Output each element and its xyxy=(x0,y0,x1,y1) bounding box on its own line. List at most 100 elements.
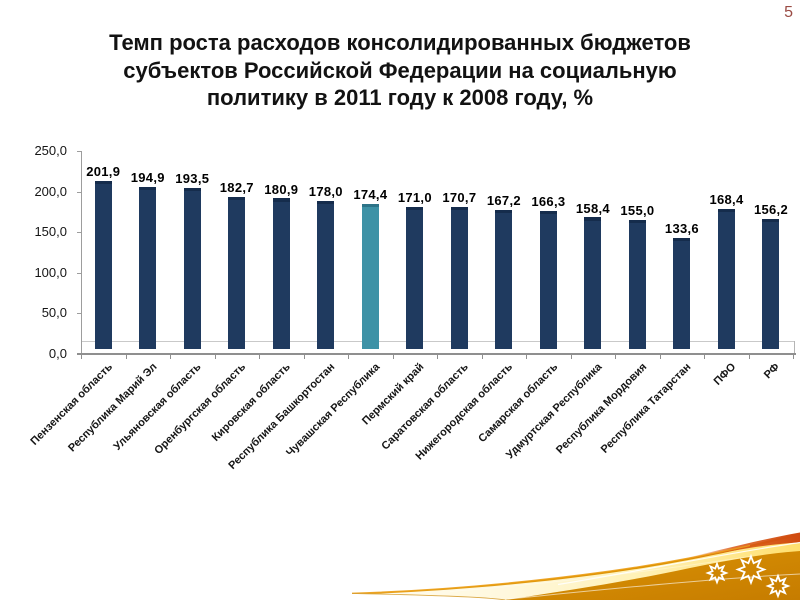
bar-value-label: 171,0 xyxy=(397,190,432,206)
y-axis-tick xyxy=(76,313,81,315)
wave-tail-edge xyxy=(351,592,506,600)
bar-value-label: 178,0 xyxy=(308,184,343,200)
x-axis-tick xyxy=(615,354,617,359)
bar-value-label: 155,0 xyxy=(620,203,655,219)
slide-title-line-1: Темп роста расходов консолидированных бю… xyxy=(109,30,691,55)
x-axis-tick xyxy=(481,354,483,359)
bar-value-label: 174,4 xyxy=(353,187,388,203)
bar xyxy=(762,218,780,350)
bar-value-label: 158,4 xyxy=(575,200,610,216)
bar xyxy=(139,186,157,350)
decorative-gold-wave xyxy=(351,532,800,600)
bar-value-label: 194,9 xyxy=(130,170,165,186)
wave-amber xyxy=(505,551,800,600)
bar-top-cap xyxy=(584,217,602,221)
bar-top-cap xyxy=(94,180,112,185)
x-axis-tick xyxy=(170,354,172,359)
bar xyxy=(539,210,557,350)
bar-value-label: 133,6 xyxy=(664,221,699,237)
bar xyxy=(361,203,379,350)
y-axis-tick xyxy=(76,191,81,193)
category-label: Республика Марий Эл xyxy=(65,361,160,455)
wave-hairline-2 xyxy=(507,573,800,600)
bar-top-cap xyxy=(539,210,557,215)
y-axis-label: 100,0 xyxy=(34,264,67,280)
bar-value-label: 168,4 xyxy=(709,192,744,208)
bar-top-cap xyxy=(272,198,290,202)
category-label: Кировская область xyxy=(209,361,293,444)
bar-top-cap xyxy=(673,237,691,242)
plot-right-border xyxy=(793,340,795,354)
stars-group xyxy=(705,553,791,599)
category-label: Самарская область xyxy=(475,361,560,446)
star-icon xyxy=(705,561,729,585)
y-axis-label: 250,0 xyxy=(34,143,67,159)
x-axis-tick xyxy=(437,354,439,359)
bar-top-cap xyxy=(406,206,424,211)
x-axis-tick xyxy=(570,354,572,359)
bar-value-label: 167,2 xyxy=(486,193,521,209)
y-axis-line xyxy=(81,150,82,355)
x-axis-tick xyxy=(704,354,706,359)
x-axis-tick xyxy=(526,354,528,359)
page-number: 5 xyxy=(784,4,793,21)
y-axis-label: 50,0 xyxy=(41,305,67,321)
category-label: Пензенская область xyxy=(28,361,115,448)
wave-red-streak xyxy=(678,532,800,560)
bar xyxy=(628,219,646,350)
y-axis-tick xyxy=(76,272,81,274)
x-axis-tick xyxy=(125,354,127,359)
bar-top-cap xyxy=(361,203,379,208)
y-axis-tick xyxy=(76,232,81,234)
bar xyxy=(183,187,201,350)
bar-value-label: 180,9 xyxy=(264,181,299,197)
bar xyxy=(272,198,290,350)
wave-hairline-1 xyxy=(557,541,800,586)
bar-top-cap xyxy=(450,206,468,211)
bar xyxy=(406,206,424,350)
bar-top-cap xyxy=(228,196,246,201)
x-axis-tick xyxy=(303,354,305,359)
y-axis-label: 200,0 xyxy=(34,183,67,199)
bar xyxy=(94,180,112,350)
slide-title-line-2: субъектов Российской Федерации на социал… xyxy=(123,57,677,83)
bar xyxy=(450,206,468,350)
y-axis-tick xyxy=(76,151,81,153)
bar-top-cap xyxy=(139,186,157,191)
bar xyxy=(673,237,691,350)
bar xyxy=(584,217,602,350)
bar-top-cap xyxy=(762,218,780,223)
bar-top-cap xyxy=(628,219,646,224)
slide-title-line-3: политику в 2011 году к 2008 году, % xyxy=(206,85,594,110)
bar xyxy=(717,208,735,350)
wave-hairline-3 xyxy=(449,556,751,592)
x-axis-tick xyxy=(214,354,216,359)
bar xyxy=(495,209,513,350)
category-label: Оренбургская область xyxy=(152,361,249,457)
category-label: Республика Мордовия xyxy=(553,361,649,457)
wave-top-rim xyxy=(351,544,751,594)
bar-top-cap xyxy=(317,200,335,205)
bar-top-cap xyxy=(495,209,513,214)
bar-value-label: 182,7 xyxy=(219,180,254,196)
x-axis-tick xyxy=(348,354,350,359)
x-axis-tick xyxy=(259,354,261,359)
bar-value-label: 201,9 xyxy=(86,164,121,180)
bar-value-label: 170,7 xyxy=(442,190,477,206)
x-axis-tick xyxy=(793,354,795,359)
bar-value-label: 166,3 xyxy=(531,194,566,210)
x-axis-line xyxy=(76,352,796,355)
bar xyxy=(228,196,246,350)
category-label: РФ xyxy=(762,361,783,382)
category-label: Саратовская область xyxy=(379,361,471,453)
bar-value-label: 193,5 xyxy=(175,171,210,187)
x-axis-tick xyxy=(81,354,82,359)
bar-value-label: 156,2 xyxy=(753,202,788,218)
y-axis-label: 0,0 xyxy=(48,345,67,361)
x-axis-tick xyxy=(392,354,394,359)
x-axis-tick xyxy=(748,354,750,359)
category-label: ПФО xyxy=(711,361,738,388)
y-axis-label: 150,0 xyxy=(34,224,67,240)
